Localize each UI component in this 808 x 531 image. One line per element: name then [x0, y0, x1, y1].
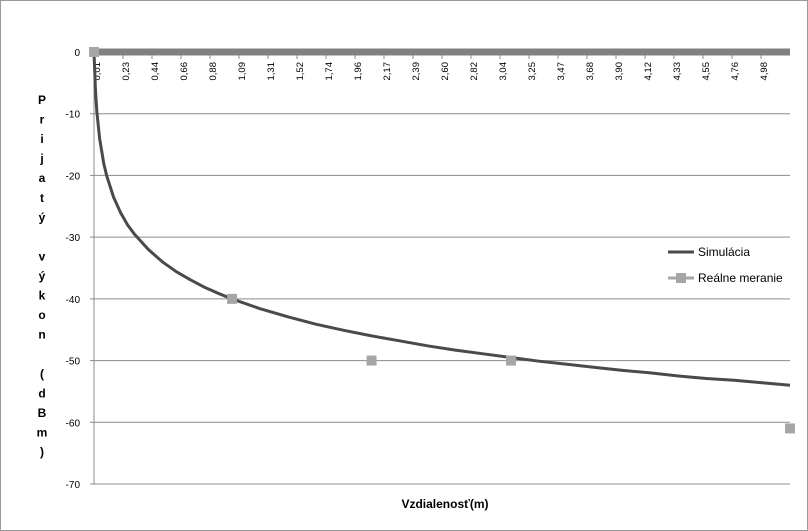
y-tick-label: 0	[74, 48, 80, 59]
y-axis-title-letter: d	[38, 386, 45, 400]
x-tick-label: 1,74	[324, 62, 335, 81]
x-tick-label: 3,04	[498, 62, 509, 81]
legend-marker	[676, 273, 686, 283]
y-tick-label: -10	[66, 110, 81, 121]
x-tick-label: 0,66	[179, 62, 190, 81]
series-layer	[89, 47, 795, 434]
x-axis-ticks: 0,01 0,23 0,44 0,66 0,88 1,09 1,31 1,52 1,74 1,96…	[92, 55, 770, 81]
y-axis-title-letter: P	[38, 93, 46, 107]
y-axis-title-letter: ý	[39, 269, 46, 283]
series-line-simulacia	[92, 51, 791, 387]
x-tick-label: 3,68	[585, 62, 596, 81]
y-axis-title-letter: B	[38, 406, 47, 420]
y-axis-title-letter: i	[40, 132, 43, 146]
y-tick-label: -60	[66, 418, 81, 429]
x-tick-label: 4,98	[759, 62, 770, 81]
y-axis-title-letter: t	[40, 191, 44, 205]
y-tick-label: -40	[66, 295, 81, 306]
y-tick-label: -50	[66, 357, 81, 368]
x-tick-label: 4,76	[730, 62, 741, 81]
y-axis-title-letter: r	[40, 113, 45, 127]
x-tick-label: 2,82	[469, 62, 480, 81]
x-axis-title: Vzdialenosť(m)	[401, 497, 488, 511]
y-axis-title-letter: j	[39, 152, 43, 166]
x-tick-label: 0,01	[92, 62, 103, 81]
x-tick-label: 4,55	[701, 62, 712, 81]
y-axis-title-letter: a	[39, 171, 46, 185]
y-axis-title-letter: )	[40, 445, 44, 459]
y-axis-ticks: 0 -10 -20 -30 -40 -50 -60 -70	[66, 48, 81, 491]
x-tick-label: 0,23	[121, 62, 132, 81]
x-tick-label: 2,39	[411, 62, 422, 81]
y-tick-label: -70	[66, 480, 81, 491]
x-tick-label: 1,09	[237, 62, 248, 81]
x-tick-label: 0,44	[150, 62, 161, 81]
data-point-marker	[506, 355, 517, 366]
y-axis-title-letter: m	[37, 425, 48, 439]
x-tick-label: 1,52	[295, 62, 306, 81]
y-axis-title-letter: ý	[39, 210, 46, 224]
x-tick-label: 2,17	[382, 62, 393, 81]
x-tick-label: 3,47	[556, 62, 567, 81]
x-tick-label: 1,96	[353, 62, 364, 81]
legend-label: Simulácia	[698, 245, 750, 259]
x-tick-label: 4,12	[643, 62, 654, 81]
x-tick-label: 0,88	[208, 62, 219, 81]
y-axis-title-letter: k	[39, 289, 46, 303]
data-point-marker	[227, 293, 238, 304]
x-tick-label: 3,90	[614, 62, 625, 81]
y-tick-label: -30	[66, 233, 81, 244]
data-point-marker	[785, 423, 795, 434]
legend: Simulácia Reálne meranie	[668, 245, 783, 285]
x-tick-label: 4,33	[672, 62, 683, 81]
legend-label: Reálne meranie	[698, 271, 783, 285]
y-axis-title-letter: (	[40, 367, 44, 381]
gridlines	[90, 48, 790, 485]
y-axis-title-letter: o	[38, 308, 45, 322]
x-tick-label: 1,31	[266, 62, 277, 81]
y-tick-label: -20	[66, 171, 81, 182]
x-tick-label: 2,60	[440, 62, 451, 81]
data-point-marker	[89, 47, 99, 57]
y-axis-title-letter: n	[38, 328, 45, 342]
data-point-marker	[366, 355, 377, 366]
y-axis-title-letter: v	[39, 249, 46, 263]
x-tick-label: 3,25	[527, 62, 538, 81]
